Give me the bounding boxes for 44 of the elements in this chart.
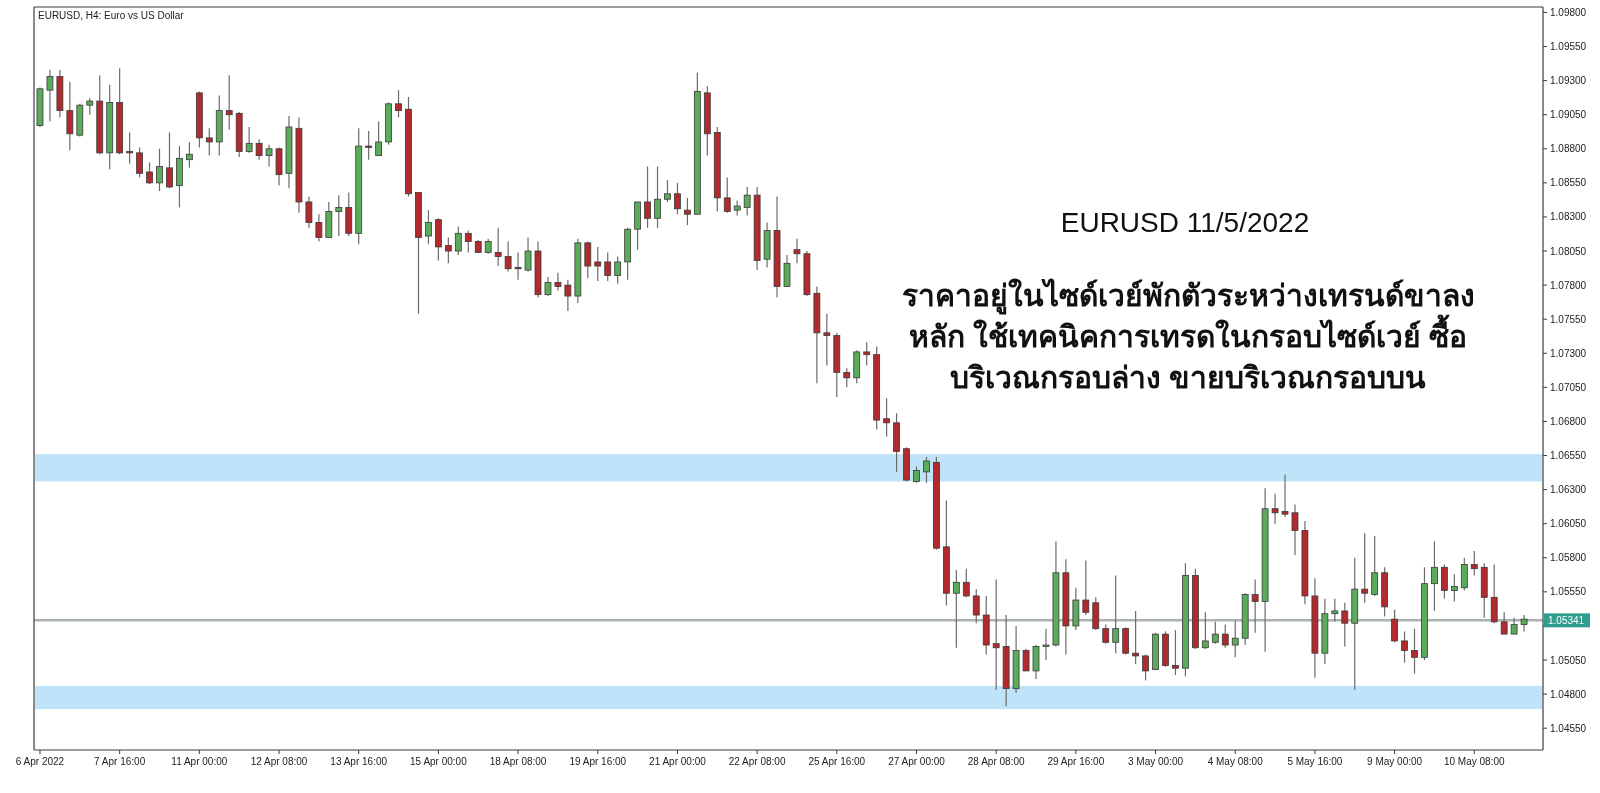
y-tick-label: 1.05550	[1550, 586, 1587, 598]
x-tick-label: 9 May 00:00	[1367, 756, 1423, 767]
annotation: EURUSD 11/5/2022	[1060, 207, 1310, 238]
y-tick-label: 1.05800	[1550, 552, 1587, 564]
y-tick-label: 1.07050	[1550, 381, 1587, 393]
x-tick-label: 12 Apr 08:00	[250, 756, 308, 767]
x-tick-label: 15 Apr 00:00	[410, 756, 468, 767]
annotation: ราคาอยู่ในไซด์เวย์พักตัวระหว่างเทรนด์ขาลง หลัก ใช้เทคนิคการเทรดในกรอบไซด์เวย์ ซื้อ บริเวณกรอบล่าง ขายบริเวณกรอบบน	[901, 279, 1475, 394]
y-tick-label: 1.06800	[1550, 415, 1587, 427]
x-tick-label: 13 Apr 16:00	[330, 756, 388, 767]
y-tick-label: 1.08800	[1550, 143, 1587, 155]
y-tick-label: 1.06050	[1550, 518, 1587, 530]
y-tick-label: 1.09300	[1550, 75, 1587, 87]
x-tick-label: 22 Apr 08:00	[728, 756, 786, 767]
y-tick-label: 1.07300	[1550, 347, 1587, 359]
y-tick-label: 1.09050	[1550, 109, 1587, 121]
title: EURUSD, H4: Euro vs US Dollar	[38, 10, 184, 21]
x-tick-label: 6 Apr 2022	[15, 756, 65, 767]
x-tick-label: 28 Apr 08:00	[967, 756, 1025, 767]
y-tick-label: 1.07800	[1550, 279, 1587, 291]
y-tick-label: 1.07550	[1550, 313, 1587, 325]
y-tick-label: 1.08550	[1550, 177, 1587, 189]
y-tick-label: 1.08050	[1550, 245, 1587, 257]
x-tick-label: 21 Apr 00:00	[649, 756, 707, 767]
x-tick-label: 18 Apr 08:00	[489, 756, 547, 767]
x-tick-label: 3 May 00:00	[1128, 756, 1184, 767]
x-tick-label: 7 Apr 16:00	[94, 756, 146, 767]
y-tick-label: 1.05050	[1550, 654, 1587, 666]
y-tick-label: 1.04550	[1550, 722, 1587, 734]
x-tick-label: 5 May 16:00	[1287, 756, 1343, 767]
x-tick-label: 25 Apr 16:00	[808, 756, 866, 767]
x-tick-label: 19 Apr 16:00	[569, 756, 627, 767]
y-tick-label: 1.09800	[1550, 6, 1587, 18]
x-tick-label: 27 Apr 00:00	[888, 756, 946, 767]
x-tick-label: 11 Apr 00:00	[171, 756, 228, 767]
x-tick-label: 29 Apr 16:00	[1047, 756, 1105, 767]
ref-line-label: 1.05341	[1548, 614, 1585, 626]
x-tick-label: 10 May 08:00	[1443, 756, 1505, 767]
y-tick-label: 1.08300	[1550, 211, 1587, 223]
x-tick-label: 4 May 08:00	[1207, 756, 1264, 767]
y-tick-label: 1.06300	[1550, 484, 1587, 496]
y-tick-label: 1.09550	[1550, 41, 1587, 53]
y-tick-label: 1.04800	[1550, 688, 1587, 700]
y-tick-label: 1.06550	[1550, 450, 1587, 462]
